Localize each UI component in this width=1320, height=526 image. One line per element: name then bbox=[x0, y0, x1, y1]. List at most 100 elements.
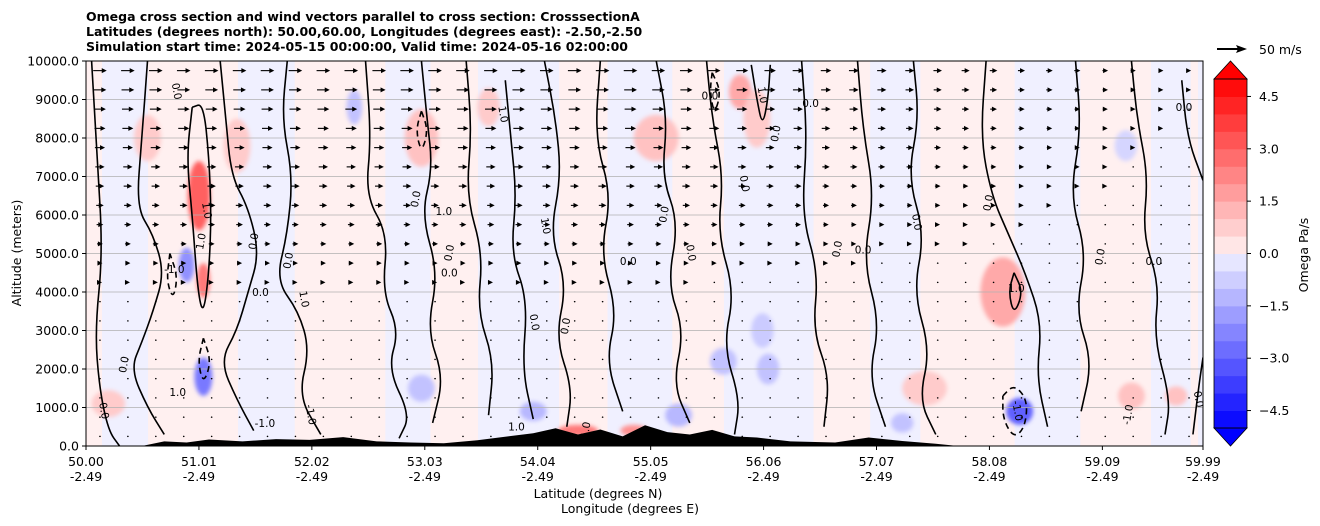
wind-vector-point-36-10 bbox=[1104, 243, 1107, 245]
wind-vector-head-3-11 bbox=[182, 222, 188, 228]
wind-vector-head-1-17 bbox=[128, 106, 134, 112]
wind-vector-head-11-8 bbox=[404, 279, 410, 285]
wind-vector-point-8-4 bbox=[322, 358, 325, 361]
wind-vector-point-19-4 bbox=[629, 358, 632, 361]
wind-vector-point-29-4 bbox=[908, 358, 911, 361]
x-tick-label-lat-9: 59.09 bbox=[1084, 454, 1120, 469]
wind-vector-point-30-1 bbox=[936, 416, 939, 418]
wind-vector-head-7-19 bbox=[297, 68, 303, 74]
wind-vector-point-34-1 bbox=[1048, 416, 1051, 418]
wind-vector-head-21-16 bbox=[686, 125, 692, 131]
wind-vector-point-12-2 bbox=[434, 397, 436, 399]
wind-vector-point-18-6 bbox=[601, 320, 604, 322]
wind-vector-point-23-6 bbox=[741, 320, 744, 322]
wind-vector-point-3-2 bbox=[182, 397, 185, 399]
wind-vector-head-23-19 bbox=[743, 68, 749, 74]
wind-vector-head-17-13 bbox=[573, 183, 579, 189]
wind-vector-head-18-19 bbox=[604, 68, 610, 74]
wind-vector-head-3-18 bbox=[185, 87, 191, 93]
wind-vector-head-4-15 bbox=[211, 145, 217, 151]
wind-vector-head-1-19 bbox=[129, 68, 135, 74]
contour-label-35: 1.0 bbox=[1008, 283, 1025, 295]
wind-vector-head-32-11 bbox=[990, 222, 996, 228]
x-tick-label-lat-7: 57.07 bbox=[859, 454, 895, 469]
wind-vector-head-35-14 bbox=[1074, 164, 1080, 170]
wind-vector-head-21-8 bbox=[683, 279, 689, 285]
wind-vector-head-34-16 bbox=[1047, 125, 1053, 131]
wind-vector-point-36-11 bbox=[1104, 223, 1107, 226]
wind-vector-point-2-4 bbox=[155, 358, 157, 361]
wind-vector-point-26-3 bbox=[825, 377, 827, 380]
wind-vector-head-8-18 bbox=[324, 87, 330, 93]
wind-vector-point-5-7 bbox=[238, 300, 241, 303]
wind-vector-point-19-2 bbox=[629, 397, 632, 399]
wind-vector-point-18-4 bbox=[601, 358, 604, 361]
contour-line-16 bbox=[910, 61, 937, 435]
wind-vector-point-9-2 bbox=[350, 397, 353, 399]
wind-vector-point-6-0 bbox=[266, 435, 269, 438]
wind-vector-point-27-2 bbox=[853, 397, 855, 399]
omega-feature-22 bbox=[709, 347, 737, 375]
wind-vector-head-32-12 bbox=[990, 202, 996, 208]
wind-vector-point-33-9 bbox=[1020, 262, 1023, 264]
wind-vector-point-37-13 bbox=[1132, 185, 1134, 187]
wind-vector-head-11-18 bbox=[408, 87, 414, 93]
wind-vector-head-4-10 bbox=[209, 241, 215, 247]
wind-vector-head-7-18 bbox=[296, 87, 302, 93]
wind-vector-point-8-0 bbox=[322, 435, 325, 438]
wind-vector-point-12-6 bbox=[434, 320, 436, 322]
wind-vector-point-32-6 bbox=[992, 320, 995, 322]
wind-vector-head-19-9 bbox=[628, 260, 634, 266]
colorbar-label: Omega Pa/s bbox=[1296, 218, 1311, 293]
wind-vector-head-15-14 bbox=[518, 164, 524, 170]
wind-vector-point-33-0 bbox=[1020, 435, 1023, 438]
wind-vector-point-21-5 bbox=[685, 339, 688, 341]
wind-vector-point-5-2 bbox=[238, 397, 241, 399]
wind-vector-point-29-6 bbox=[908, 320, 911, 322]
wind-vector-point-32-4 bbox=[992, 358, 995, 361]
wind-vector-head-16-14 bbox=[546, 164, 552, 170]
wind-vector-point-15-1 bbox=[518, 416, 520, 418]
wind-vector-point-37-1 bbox=[1132, 416, 1134, 418]
wind-vector-point-25-2 bbox=[797, 397, 799, 399]
wind-vector-point-10-2 bbox=[378, 397, 381, 399]
wind-vector-point-10-4 bbox=[378, 358, 381, 361]
wind-vector-head-12-17 bbox=[435, 106, 441, 112]
wind-vector-point-0-6 bbox=[99, 320, 101, 322]
wind-vector-head-5-13 bbox=[238, 183, 244, 189]
wind-vector-head-32-16 bbox=[991, 125, 997, 131]
wind-vector-point-24-3 bbox=[769, 377, 771, 380]
wind-vector-head-1-15 bbox=[127, 145, 133, 151]
wind-vector-head-2-12 bbox=[154, 202, 160, 208]
wind-vector-head-36-16 bbox=[1102, 125, 1108, 131]
wind-vector-point-30-7 bbox=[936, 300, 939, 303]
terrain-profile bbox=[86, 425, 1203, 446]
wind-vector-point-4-2 bbox=[210, 397, 213, 399]
wind-vector-point-39-14 bbox=[1188, 166, 1190, 168]
wind-vector-point-30-3 bbox=[936, 377, 939, 380]
wind-vector-head-29-19 bbox=[909, 68, 915, 74]
wind-vector-head-14-11 bbox=[489, 222, 495, 228]
quiver-key-arrow-head bbox=[1236, 45, 1247, 53]
wind-vector-head-22-10 bbox=[712, 241, 718, 247]
contour-line-20 bbox=[1130, 61, 1170, 435]
wind-vector-head-9-18 bbox=[352, 87, 358, 93]
wind-vector-point-36-8 bbox=[1104, 281, 1107, 284]
wind-vector-point-20-6 bbox=[657, 320, 660, 322]
wind-vector-point-36-5 bbox=[1104, 339, 1107, 341]
wind-vector-head-14-18 bbox=[492, 87, 498, 93]
wind-vector-head-13-15 bbox=[463, 145, 469, 151]
wind-vector-point-9-1 bbox=[350, 416, 353, 418]
contour-line-15 bbox=[856, 61, 887, 428]
wind-vector-point-2-6 bbox=[155, 320, 157, 322]
wind-vector-point-9-7 bbox=[350, 300, 353, 303]
contour-label-34: 0.0 bbox=[981, 194, 996, 213]
colorbar-extend-max bbox=[1213, 60, 1248, 80]
wind-vector-head-12-11 bbox=[433, 222, 439, 228]
wind-vector-point-34-11 bbox=[1048, 223, 1051, 226]
wind-vector-head-10-18 bbox=[380, 87, 386, 93]
wind-vector-head-2-9 bbox=[153, 260, 159, 266]
wind-vector-point-2-5 bbox=[155, 339, 157, 341]
contour-line-13 bbox=[750, 64, 772, 121]
wind-vector-point-25-0 bbox=[797, 435, 799, 438]
